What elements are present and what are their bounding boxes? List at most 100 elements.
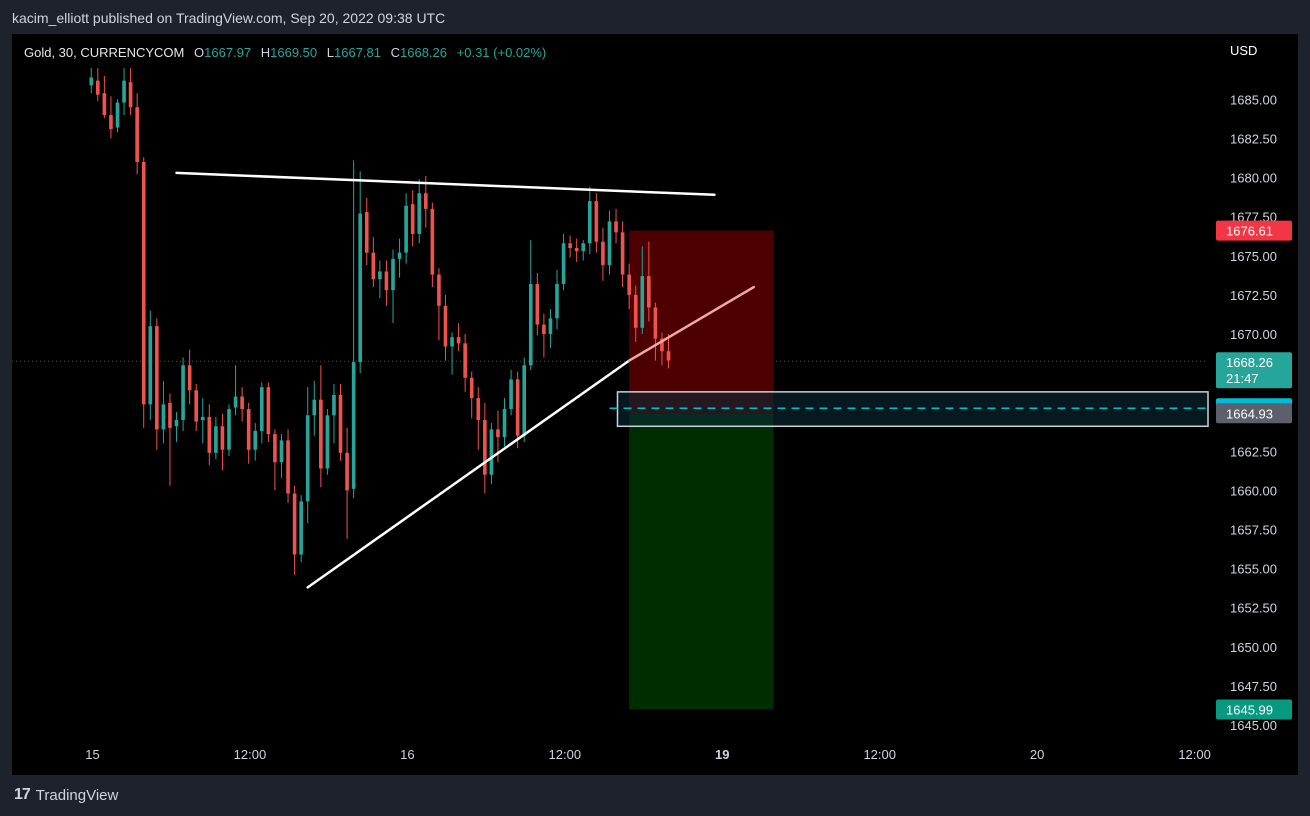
candle[interactable] — [555, 269, 559, 330]
candle[interactable] — [214, 416, 218, 460]
candle[interactable] — [391, 249, 395, 324]
candle[interactable] — [181, 357, 185, 431]
stop-loss-zone[interactable] — [629, 230, 774, 414]
candle[interactable] — [246, 402, 251, 464]
candle[interactable] — [155, 318, 159, 450]
candle[interactable] — [194, 384, 199, 431]
candle[interactable] — [351, 160, 356, 499]
candle[interactable] — [647, 241, 651, 322]
candle[interactable] — [332, 384, 336, 444]
candle[interactable] — [509, 369, 513, 416]
candle[interactable] — [325, 409, 330, 475]
price-label[interactable]: 1645.99 — [1216, 699, 1292, 720]
candle[interactable] — [286, 429, 290, 503]
candle[interactable] — [259, 382, 264, 444]
chart-svg[interactable]: 1685.001682.501680.001677.501675.001672.… — [12, 34, 1298, 775]
candle[interactable] — [568, 235, 572, 258]
candle[interactable] — [483, 402, 487, 494]
candle[interactable] — [397, 238, 402, 278]
candle[interactable] — [430, 202, 435, 288]
brand-name[interactable]: TradingView — [35, 786, 119, 804]
candle[interactable] — [115, 99, 120, 133]
candle[interactable] — [168, 393, 172, 486]
tradingview-logo-icon[interactable]: 17 — [14, 786, 31, 803]
candle[interactable] — [640, 246, 645, 334]
candle[interactable] — [207, 404, 212, 466]
candle[interactable] — [601, 227, 605, 281]
candle[interactable] — [122, 68, 126, 116]
candle[interactable] — [200, 398, 205, 444]
candle[interactable] — [410, 190, 415, 247]
candle[interactable] — [515, 371, 520, 449]
candle[interactable] — [633, 285, 638, 342]
candle[interactable] — [423, 176, 428, 228]
candle[interactable] — [135, 93, 139, 175]
candle[interactable] — [141, 157, 146, 428]
trendline-resistance[interactable] — [175, 171, 716, 197]
candle[interactable] — [233, 365, 238, 416]
symbol-name[interactable]: Gold, 30, CURRENCYCOM — [24, 45, 185, 60]
candle[interactable] — [109, 96, 113, 139]
candle[interactable] — [437, 268, 441, 341]
candle[interactable] — [384, 260, 389, 306]
candle[interactable] — [607, 210, 612, 275]
candle[interactable] — [476, 387, 481, 450]
candle[interactable] — [561, 233, 566, 291]
candle[interactable] — [174, 412, 179, 442]
candle[interactable] — [502, 398, 507, 447]
candle[interactable] — [240, 387, 244, 422]
candle[interactable] — [443, 294, 448, 361]
candle[interactable] — [522, 357, 527, 442]
candle[interactable] — [292, 485, 297, 575]
candle[interactable] — [574, 238, 579, 263]
price-label[interactable]: 1664.93 — [1216, 403, 1292, 424]
candle[interactable] — [364, 197, 369, 266]
candle[interactable] — [358, 171, 363, 374]
candle[interactable] — [620, 221, 625, 288]
candle[interactable] — [89, 68, 94, 94]
candle[interactable] — [220, 413, 225, 471]
candle[interactable] — [371, 237, 376, 288]
candle[interactable] — [417, 179, 422, 244]
candle[interactable] — [548, 308, 553, 349]
candle[interactable] — [535, 273, 540, 336]
candle[interactable] — [594, 193, 599, 253]
trendline-support[interactable] — [306, 359, 631, 589]
candle[interactable] — [187, 349, 192, 405]
candle[interactable] — [627, 263, 631, 309]
candle[interactable] — [161, 380, 166, 444]
take-profit-zone[interactable] — [629, 413, 774, 710]
candle[interactable] — [305, 387, 310, 524]
candle[interactable] — [528, 240, 533, 370]
candle[interactable] — [653, 302, 658, 361]
candle[interactable] — [227, 404, 231, 456]
price-label[interactable]: 1676.61 — [1216, 220, 1292, 241]
candle[interactable] — [299, 495, 303, 563]
candle[interactable] — [319, 365, 323, 488]
candle[interactable] — [404, 193, 408, 264]
candle[interactable] — [102, 75, 107, 119]
entry-zone-box[interactable] — [616, 391, 1209, 428]
chart-frame[interactable]: 1685.00 1682.50 1680.00 1677.50 1675.00 1672.… — [12, 34, 1298, 775]
candle[interactable] — [148, 310, 153, 421]
candle[interactable] — [338, 384, 343, 461]
candle[interactable] — [279, 434, 284, 478]
candle[interactable] — [450, 332, 454, 375]
candle[interactable] — [660, 332, 664, 366]
candle[interactable] — [456, 323, 461, 352]
candle[interactable] — [666, 334, 671, 369]
candle[interactable] — [587, 186, 592, 255]
candle[interactable] — [463, 334, 467, 392]
candle[interactable] — [469, 371, 474, 419]
candle[interactable] — [312, 380, 317, 436]
candle[interactable] — [266, 382, 271, 442]
candle[interactable] — [345, 427, 349, 539]
candle[interactable] — [273, 429, 277, 491]
candle[interactable] — [581, 240, 586, 261]
candle[interactable] — [489, 423, 494, 485]
candle[interactable] — [378, 260, 382, 299]
candle[interactable] — [253, 423, 258, 461]
candle[interactable] — [542, 313, 546, 358]
candle[interactable] — [128, 68, 133, 116]
